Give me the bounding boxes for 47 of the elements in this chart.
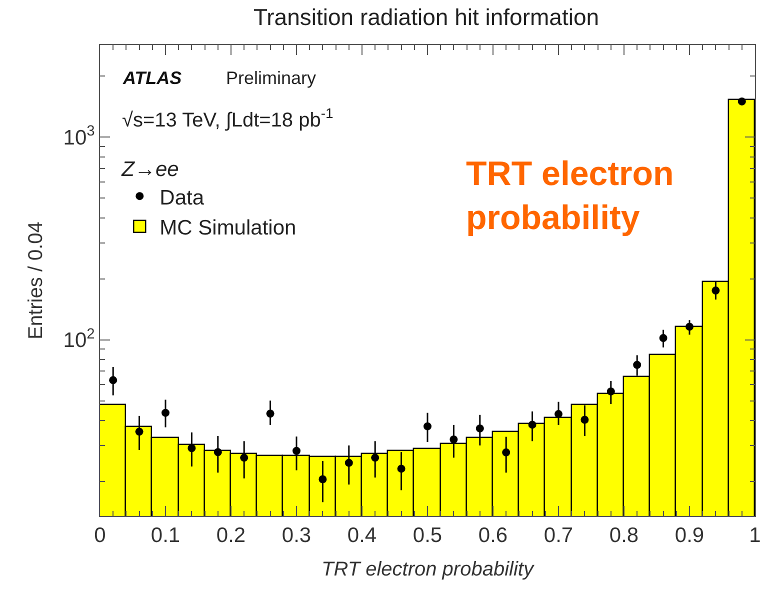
point [659, 334, 668, 342]
x-tick-label: 0.4 [347, 524, 377, 548]
x-tick-label: 0.9 [674, 524, 704, 548]
point [502, 448, 510, 456]
x-tick-label: 0.8 [609, 524, 639, 548]
point [188, 444, 196, 452]
x-axis-title: TRT electron probability [322, 558, 534, 581]
y-tick-label: 10$^{3}$ [63, 124, 95, 150]
point [476, 424, 484, 432]
x-tick-label: 0.5 [412, 524, 442, 548]
annotation: Preliminary [226, 68, 316, 88]
point [266, 410, 274, 418]
x-tick-label: 0 [94, 524, 106, 548]
chart-title: Transition radiation hit information [253, 4, 600, 30]
point [580, 416, 589, 424]
annotation: TRT electron probability [466, 155, 674, 238]
point [528, 420, 536, 429]
legend-label: Data [160, 186, 204, 210]
x-tick-label: 0.6 [478, 524, 508, 548]
point [162, 408, 170, 417]
annotation: √s=13 TeV, ∫Ldt=18 pb$^{-1}$ [122, 105, 334, 132]
point [318, 475, 327, 484]
point [109, 376, 118, 384]
point [450, 436, 458, 444]
point [371, 454, 380, 462]
x-tick-label: 0.7 [544, 524, 574, 548]
point [397, 464, 406, 473]
point [738, 97, 746, 106]
legend-label: MC Simulation [160, 216, 296, 240]
point [424, 422, 432, 430]
y-axis-title: Entries / 0.04 [24, 222, 47, 340]
point [214, 448, 222, 456]
y-tick-label: 10$^{2}$ [63, 326, 95, 352]
point [135, 428, 144, 436]
annotation: ATLAS [122, 68, 182, 88]
x-tick-label: 0.3 [282, 524, 312, 548]
point [633, 360, 642, 369]
point [606, 387, 615, 396]
x-tick-label: 0.2 [216, 524, 246, 548]
point [686, 322, 694, 331]
point [712, 286, 720, 295]
point [240, 454, 248, 462]
legend-title: Z→ee [120, 158, 179, 181]
point [292, 446, 300, 455]
x-tick-label: 1 [749, 524, 761, 548]
point [344, 458, 353, 467]
x-tick-label: 0.1 [150, 524, 180, 548]
